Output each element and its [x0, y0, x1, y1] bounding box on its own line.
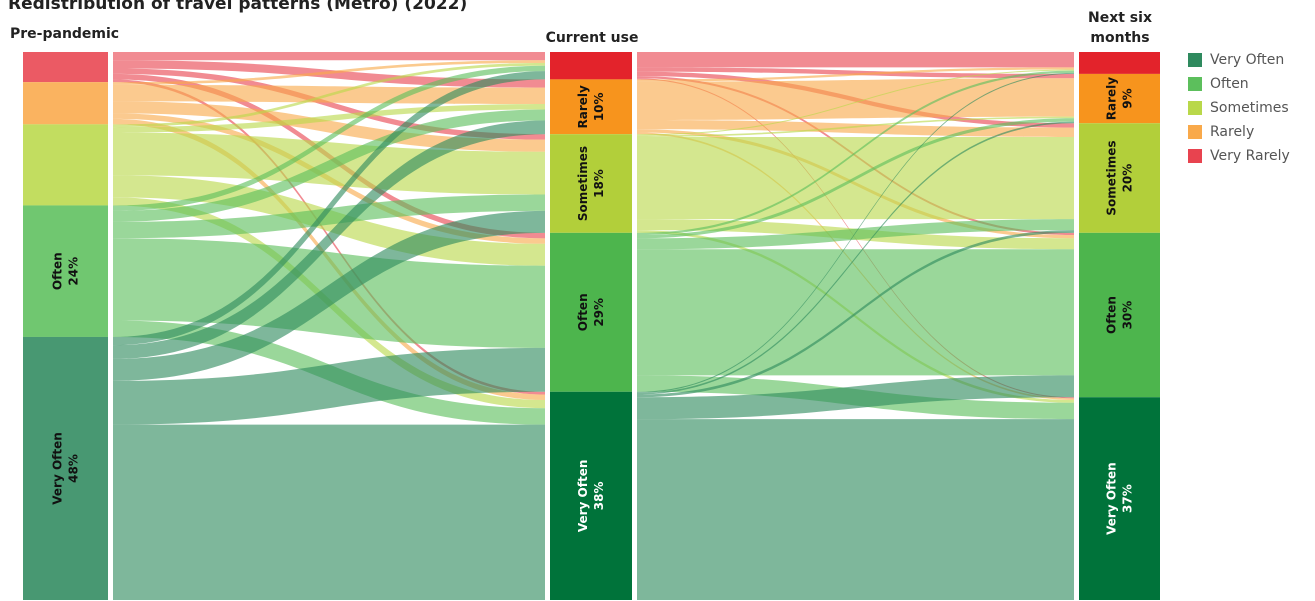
- legend-swatch: [1188, 101, 1202, 115]
- node: [550, 134, 632, 233]
- node-category: Very Often: [1104, 462, 1118, 535]
- node-value-label: 9%: [1120, 88, 1134, 108]
- node-category: Very Often: [576, 460, 590, 533]
- flow: [637, 70, 1074, 236]
- stage-header: Pre-pandemic: [10, 26, 120, 42]
- node-category: Often: [1104, 296, 1118, 334]
- node-label: Often 30%: [1104, 296, 1134, 334]
- node: [1079, 123, 1160, 233]
- flow: [637, 121, 1074, 395]
- node: [1079, 397, 1160, 600]
- node-label: Often 24%: [50, 252, 80, 290]
- flow: [637, 219, 1074, 250]
- node: [23, 52, 108, 83]
- legend-label: Very Rarely: [1210, 148, 1290, 164]
- chart-title: Redistribution of travel patterns (Metro…: [8, 0, 467, 14]
- stage-header: Current use: [545, 30, 639, 46]
- node-label: Very Often 48%: [50, 432, 80, 505]
- node: [550, 52, 632, 80]
- node-label: Rarely 10%: [576, 85, 606, 129]
- flow: [637, 375, 1074, 420]
- flow: [113, 109, 545, 222]
- node-category: Sometimes: [1104, 140, 1118, 215]
- flow: [113, 347, 545, 425]
- flow: [113, 62, 545, 128]
- node: [1079, 52, 1160, 74]
- flow: [113, 52, 545, 61]
- node-label: Very Often 38%: [576, 460, 606, 533]
- flow: [637, 52, 1074, 68]
- node-label: Rarely 9%: [1104, 77, 1134, 121]
- node-category: Rarely: [1104, 77, 1118, 121]
- legend-swatch: [1188, 125, 1202, 139]
- flow: [113, 424, 545, 600]
- node-label: Sometimes 20%: [1104, 140, 1134, 215]
- node: [23, 336, 108, 600]
- node: [23, 124, 108, 206]
- legend-label: Rarely: [1210, 124, 1254, 140]
- node-category: Sometimes: [576, 146, 590, 221]
- flow: [637, 72, 1074, 393]
- flow: [637, 69, 1074, 136]
- flow: [637, 419, 1074, 600]
- flow: [113, 101, 545, 152]
- flow: [113, 68, 545, 140]
- node-value-label: 29%: [592, 298, 606, 327]
- flow: [113, 210, 545, 381]
- flow: [113, 104, 545, 133]
- flow: [637, 230, 1074, 398]
- flow: [113, 71, 545, 346]
- node-category: Very Often: [50, 432, 64, 505]
- node-label: Often 29%: [576, 293, 606, 331]
- node: [550, 391, 632, 600]
- node: [550, 79, 632, 135]
- node: [1079, 232, 1160, 398]
- node-value-label: 30%: [1120, 301, 1134, 330]
- flow: [637, 118, 1074, 239]
- node-category: Rarely: [576, 85, 590, 129]
- legend-swatch: [1188, 77, 1202, 91]
- flow: [637, 67, 1074, 82]
- legend-swatch: [1188, 149, 1202, 163]
- node: [23, 82, 108, 125]
- node-value-label: 37%: [1120, 484, 1134, 513]
- flow: [113, 65, 545, 211]
- node: [550, 232, 632, 392]
- flow: [113, 120, 545, 359]
- node-value-label: 24%: [66, 257, 80, 286]
- node-value-label: 48%: [66, 454, 80, 483]
- flow: [637, 67, 1074, 79]
- legend-label: Very Often: [1210, 52, 1284, 68]
- flow: [637, 249, 1074, 376]
- node: [23, 205, 108, 337]
- node-value-label: 20%: [1120, 164, 1134, 193]
- stage-header: Next six months: [1088, 10, 1152, 46]
- node-category: Often: [576, 293, 590, 331]
- node-category: Often: [50, 252, 64, 290]
- node: [1079, 73, 1160, 124]
- node-label: Very Often 37%: [1104, 462, 1134, 535]
- flow: [113, 60, 545, 85]
- legend-label: Sometimes: [1210, 100, 1289, 116]
- node-value-label: 38%: [592, 482, 606, 511]
- flow: [637, 116, 1074, 137]
- node-label: Sometimes 18%: [576, 146, 606, 221]
- legend-label: Often: [1210, 76, 1249, 92]
- legend-swatch: [1188, 53, 1202, 67]
- node-value-label: 18%: [592, 169, 606, 198]
- flow: [113, 194, 545, 239]
- node-value-label: 10%: [592, 92, 606, 121]
